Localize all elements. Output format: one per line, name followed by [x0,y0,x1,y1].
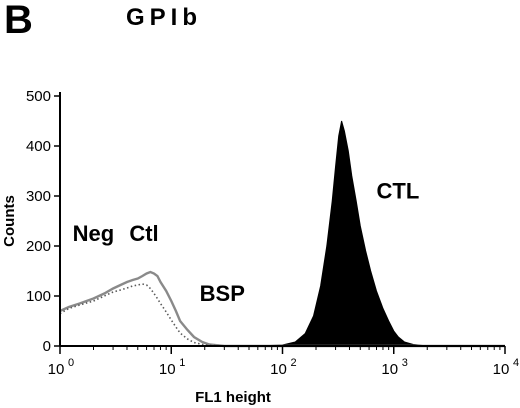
x-axis-title: FL1 height [195,389,271,406]
chart-title: GPIb [126,4,203,31]
y-tick-label: 500 [26,88,51,105]
series-ctl-area [60,120,505,347]
y-tick-label: 100 [26,288,51,305]
y-axis-title: Counts [1,195,18,247]
annotation-ctl: CTL [377,179,420,204]
y-tick-label: 300 [26,188,51,205]
x-tick-exponent: 2 [291,357,297,369]
annotation-layer: Neg Ctl BSP CTL [73,179,420,307]
y-tick-label: 400 [26,138,51,155]
x-tick-label: 10 [381,361,398,378]
series-bsp-line [59,270,505,348]
panel-letter: B [4,0,33,42]
annotation-ctl: Ctl [129,221,158,246]
annotation-bsp: BSP [200,281,245,306]
annotation-neg: Neg [73,221,115,246]
series-layer [59,120,505,348]
x-tick-label: 10 [493,361,510,378]
x-tick-exponent: 4 [513,357,519,369]
x-tick-label: 10 [270,361,287,378]
series-neg-ctl-line [59,283,505,347]
x-tick-exponent: 0 [68,357,74,369]
axes-layer [59,92,505,347]
x-tick-label: 10 [159,361,176,378]
x-tick-label: 10 [48,361,65,378]
x-tick-exponent: 1 [179,357,185,369]
y-tick-label: 200 [26,238,51,255]
x-tick-exponent: 3 [402,357,408,369]
y-tick-label: 0 [43,338,51,355]
